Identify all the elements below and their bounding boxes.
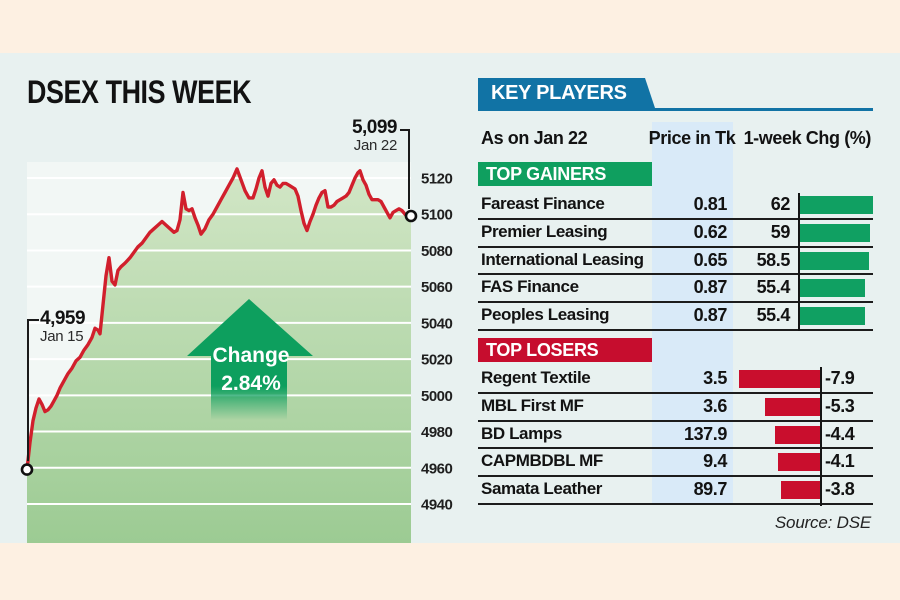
svg-text:5120: 5120 — [421, 171, 453, 188]
end-value: 5,099 — [351, 117, 398, 138]
svg-text:5020: 5020 — [421, 352, 453, 369]
svg-text:4980: 4980 — [421, 424, 453, 441]
svg-text:5080: 5080 — [421, 243, 453, 260]
start-callout-line — [27, 319, 29, 461]
gainer-bar — [800, 307, 866, 326]
source-credit: Source: DSE — [774, 513, 871, 532]
as-of-label: As on Jan 22 — [481, 128, 588, 148]
start-value: 4,959 — [40, 308, 86, 329]
end-annotation: 5,099 Jan 22 — [330, 117, 398, 154]
loser-bar — [777, 453, 820, 472]
gainer-bar — [800, 279, 866, 298]
table-row: Peoples Leasing 0.87 55.4 — [478, 303, 873, 331]
end-callout-line — [408, 129, 410, 209]
svg-text:5000: 5000 — [421, 388, 453, 405]
change-arrow: Change 2.84% — [187, 299, 313, 420]
up-arrow-icon — [187, 299, 313, 420]
table-row: FAS Finance 0.87 55.4 — [478, 275, 873, 304]
loser-bar — [774, 425, 820, 444]
loser-bar — [780, 481, 820, 500]
price-column-header: Price in Tk — [648, 128, 736, 148]
index-line — [20, 167, 418, 476]
svg-text:5040: 5040 — [421, 315, 453, 332]
table-row: Regent Textile 3.5 -7.9 — [478, 366, 873, 394]
svg-text:4960: 4960 — [421, 460, 453, 477]
gainer-bars-axis — [798, 193, 800, 331]
change-column-header: 1-week Chg (%) — [743, 128, 872, 148]
svg-text:5100: 5100 — [421, 207, 453, 224]
page-title: DSEX THIS WEEK — [27, 74, 252, 110]
table-row: International Leasing 0.65 58.5 — [478, 248, 873, 276]
gridlines — [27, 177, 411, 505]
loser-bar — [738, 370, 820, 388]
change-word: Change — [212, 344, 289, 367]
loser-bars-axis — [820, 367, 822, 506]
end-callout-tick — [400, 129, 409, 131]
table-row: Fareast Finance 0.81 62 — [478, 192, 874, 220]
gainer-bar — [800, 196, 874, 214]
end-date: Jan 22 — [353, 137, 398, 154]
svg-text:4940: 4940 — [421, 497, 453, 514]
dsex-line-chart: 5120 5100 5080 5060 5040 5020 5000 4980 4960 4940… — [20, 167, 454, 543]
table-row: CAPMBDBL MF 9.4 -4.1 — [478, 449, 873, 478]
price-column-highlight — [652, 122, 733, 504]
key-players-banner: KEY PLAYERS — [478, 78, 655, 108]
loser-bar — [765, 397, 820, 416]
start-annotation: 4,959 Jan 15 — [40, 308, 100, 345]
gainer-bar — [800, 223, 870, 242]
y-axis-labels: 5120 5100 5080 5060 5040 5020 5000 4980 4960 4940 — [421, 171, 453, 514]
change-pct: 2.84% — [221, 372, 281, 395]
table-row: BD Lamps 137.9 -4.4 — [478, 422, 873, 450]
table-row: MBL First MF 3.6 -5.3 — [478, 394, 873, 422]
top-losers-banner: TOP LOSERS — [478, 338, 652, 362]
svg-text:5060: 5060 — [421, 279, 453, 296]
start-callout-tick — [27, 319, 39, 321]
table-row: Premier Leasing 0.62 59 — [478, 220, 873, 248]
start-date: Jan 15 — [40, 328, 84, 345]
banner-underline — [478, 108, 873, 111]
top-gainers-banner: TOP GAINERS — [478, 162, 652, 186]
table-row: Samata Leather 89.7 -3.8 — [478, 477, 873, 505]
key-players-panel: KEY PLAYERS As on Jan 22 Price in Tk 1-w… — [478, 78, 874, 540]
gainer-bar — [800, 251, 869, 270]
